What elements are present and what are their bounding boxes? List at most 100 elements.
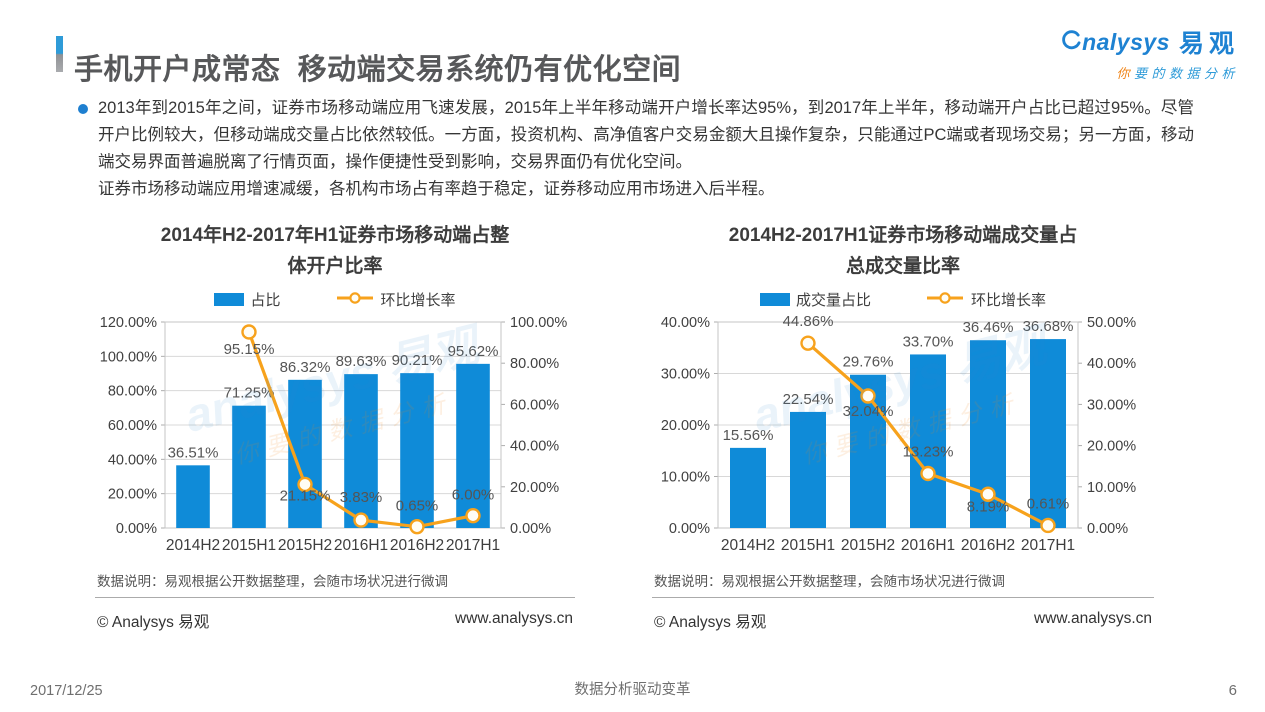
line-marker	[297, 476, 313, 493]
right-axis-label: 80.00%	[510, 356, 559, 372]
title-accent-bar	[56, 36, 63, 72]
left-axis-label: 0.00%	[669, 521, 710, 537]
line-label: 21.15%	[280, 487, 331, 504]
bar-label: 33.70%	[903, 333, 954, 350]
line-marker	[409, 518, 425, 535]
combo-chart-svg: 0.00% 20.00% 40.00% 60.00% 80.00% 100.00% 120.…	[100, 315, 568, 554]
right-axis-label: 50.00%	[1087, 315, 1136, 331]
intro-paragraph-2: 证券市场移动端应用增速减缓，各机构市场占有率趋于稳定，证券移动应用市场进入后半程…	[98, 180, 775, 198]
bar	[176, 465, 210, 528]
legend-item-bar: 成交量占比	[759, 289, 871, 310]
bar-label: 89.63%	[336, 353, 387, 370]
logo-tagline: 你要的数据分析	[1060, 63, 1239, 82]
copyright-text: © Analysys 易观	[654, 614, 767, 631]
line-swatch-icon	[925, 291, 965, 308]
chart-legend: 成交量占比 环比增长率	[652, 289, 1154, 310]
copyright-row: © Analysys 易观 www.analysys.cn	[95, 610, 575, 632]
x-axis-label: 2014H2	[166, 537, 220, 554]
right-axis-label: 100.00%	[510, 315, 567, 331]
left-axis-label: 10.00%	[661, 470, 710, 486]
x-axis-label: 2014H2	[721, 537, 775, 554]
x-axis-label: 2015H1	[781, 537, 835, 554]
x-axis-label: 2017H1	[1021, 537, 1075, 554]
chart-account-open-ratio: 2014年H2-2017年H1证券市场移动端占整 体开户比率 占比 环比增长率	[95, 220, 575, 632]
line-label: 3.83%	[340, 489, 383, 506]
line-label: 95.15%	[224, 341, 275, 358]
bar	[790, 411, 826, 528]
left-axis-label: 100.00%	[100, 349, 157, 365]
plot-border	[717, 321, 1079, 529]
footer-date: 2017/12/25	[30, 683, 103, 699]
bar-label: 36.46%	[963, 319, 1014, 336]
left-axis-label: 0.00%	[116, 521, 157, 537]
left-axis-label: 120.00%	[100, 315, 157, 331]
right-axis-label: 0.00%	[1087, 521, 1128, 537]
bar	[232, 405, 266, 528]
bar-swatch-icon	[214, 293, 245, 306]
line-label: 8.19%	[967, 498, 1010, 515]
logo-brand-en: nalysys	[1082, 28, 1170, 55]
website-link: www.analysys.cn	[1033, 610, 1152, 627]
logo-brand-row: nalysys 易观	[1060, 24, 1239, 60]
line-marker	[1040, 517, 1056, 534]
page-title: 手机开户成常态 移动端交易系统仍有优化空间	[74, 54, 682, 87]
x-axis-label: 2016H1	[334, 537, 388, 554]
chart-title: 2014H2-2017H1证券市场移动端成交量占 总成交量比率	[728, 225, 1078, 277]
bar-label: 90.21%	[392, 352, 443, 369]
line-label: 6.00%	[452, 487, 495, 504]
copyright-text: © Analysys 易观	[97, 614, 210, 631]
x-axis-label: 2016H2	[961, 537, 1015, 554]
website-link: www.analysys.cn	[454, 610, 573, 627]
bar-label: 22.54%	[783, 391, 834, 408]
intro-block: 2013年到2015年之间，证券市场移动端应用飞速发展，2015年上半年移动端开…	[76, 95, 1194, 203]
bar	[730, 447, 766, 528]
data-note: 数据说明：易观根据公开数据整理，会随市场状况进行微调	[97, 574, 448, 589]
footer-slogan: 数据分析驱动变革	[574, 682, 691, 698]
x-axis-label: 2015H2	[278, 537, 332, 554]
line-label: 0.61%	[1027, 495, 1070, 512]
bar	[400, 373, 434, 528]
left-axis-label: 60.00%	[108, 418, 157, 434]
line-marker	[353, 512, 369, 528]
logo-swirl-icon	[1060, 29, 1082, 56]
chart-legend: 占比 环比增长率	[95, 289, 575, 310]
x-axis-label: 2016H1	[901, 537, 955, 554]
line-marker	[860, 388, 876, 404]
bar-swatch-icon	[759, 293, 790, 306]
legend-item-line: 环比增长率	[925, 289, 1046, 310]
line-marker	[920, 465, 936, 482]
logo-brand-cn: 易观	[1178, 30, 1239, 58]
left-axis-label: 30.00%	[661, 367, 710, 383]
bar	[456, 363, 490, 528]
line-label: 32.04%	[843, 403, 894, 420]
line-label: 0.65%	[396, 498, 439, 515]
right-axis-label: 20.00%	[510, 480, 559, 496]
left-axis-label: 20.00%	[108, 487, 157, 503]
right-axis-label: 0.00%	[510, 521, 551, 537]
bar	[344, 374, 378, 528]
bar-label: 36.51%	[168, 444, 219, 461]
right-axis-label: 10.00%	[1087, 480, 1136, 496]
line-marker	[465, 507, 481, 524]
plot-area-wrap: analysys 易观 你要的数据分析 0.00% 20.00% 40.00% 60.…	[95, 310, 575, 562]
bar-label: 86.32%	[280, 359, 331, 376]
intro-paragraph-1: 2013年到2015年之间，证券市场移动端应用飞速发展，2015年上半年移动端开…	[98, 99, 1194, 171]
x-axis-label: 2015H2	[841, 537, 895, 554]
bar-label: 29.76%	[843, 354, 894, 371]
combo-chart-svg: 0.00% 10.00% 20.00% 30.00% 40.00% 0.00% 10.00%…	[661, 313, 1136, 554]
copyright-row: © Analysys 易观 www.analysys.cn	[652, 610, 1154, 632]
left-axis-label: 80.00%	[108, 384, 157, 400]
bullet-icon	[78, 104, 88, 114]
bar-label: 36.68%	[1023, 318, 1074, 335]
legend-item-line: 环比增长率	[335, 289, 456, 310]
chart-title: 2014年H2-2017年H1证券市场移动端占整 体开户比率	[160, 225, 510, 277]
line-swatch-icon	[335, 291, 375, 308]
bar	[1030, 339, 1066, 528]
bar	[910, 354, 946, 528]
logo-tagline-rest: 要的数据分析	[1133, 66, 1239, 81]
right-axis-label: 60.00%	[510, 397, 559, 413]
x-axis-label: 2016H2	[390, 537, 444, 554]
right-axis-label: 20.00%	[1087, 439, 1136, 455]
right-axis-label: 30.00%	[1087, 397, 1136, 413]
